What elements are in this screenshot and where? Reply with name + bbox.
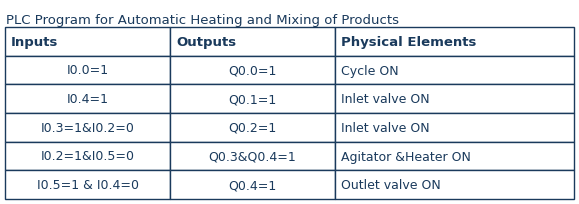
Bar [170, 171, 335, 199]
Text: Inputs: Inputs [11, 36, 58, 49]
Bar [5, 85, 170, 113]
Bar [5, 85, 170, 113]
Text: Agitator &Heater ON: Agitator &Heater ON [341, 150, 471, 163]
Bar [5, 56, 170, 85]
Bar [5, 113, 170, 142]
Bar [335, 142, 574, 171]
Text: Outlet valve ON: Outlet valve ON [341, 178, 441, 191]
Bar [170, 142, 335, 171]
Bar [170, 113, 335, 142]
Text: I0.3=1&I0.2=0: I0.3=1&I0.2=0 [41, 121, 134, 134]
Text: Q0.1=1: Q0.1=1 [228, 93, 277, 106]
Bar [170, 28, 335, 56]
Bar [335, 171, 574, 199]
Bar [170, 56, 335, 85]
Text: Physical Elements: Physical Elements [341, 36, 477, 49]
Bar [5, 28, 170, 56]
Bar [335, 85, 574, 113]
Bar [5, 142, 170, 171]
Bar [335, 28, 574, 56]
Bar [335, 85, 574, 113]
Text: I0.4=1: I0.4=1 [67, 93, 108, 106]
Bar [5, 142, 170, 171]
Text: Inlet valve ON: Inlet valve ON [341, 93, 430, 106]
Bar [5, 28, 170, 56]
Bar [170, 85, 335, 113]
Bar [5, 113, 170, 142]
Text: Outputs: Outputs [176, 36, 236, 49]
Text: Q0.3&Q0.4=1: Q0.3&Q0.4=1 [208, 150, 296, 163]
Text: Q0.2=1: Q0.2=1 [228, 121, 277, 134]
Bar [5, 171, 170, 199]
Bar [335, 28, 574, 56]
Bar [335, 113, 574, 142]
Text: Q0.4=1: Q0.4=1 [228, 178, 277, 191]
Bar [5, 56, 170, 85]
Bar [335, 56, 574, 85]
Text: Inlet valve ON: Inlet valve ON [341, 121, 430, 134]
Bar [170, 85, 335, 113]
Bar [170, 113, 335, 142]
Text: I0.0=1: I0.0=1 [67, 64, 109, 77]
Bar [170, 142, 335, 171]
Bar [335, 113, 574, 142]
Text: I0.5=1 & I0.4=0: I0.5=1 & I0.4=0 [36, 178, 138, 191]
Bar [170, 171, 335, 199]
Bar [5, 171, 170, 199]
Bar [335, 142, 574, 171]
Bar [335, 171, 574, 199]
Text: Cycle ON: Cycle ON [341, 64, 399, 77]
Bar [170, 28, 335, 56]
Text: I0.2=1&I0.5=0: I0.2=1&I0.5=0 [41, 150, 134, 163]
Text: Q0.0=1: Q0.0=1 [228, 64, 277, 77]
Text: PLC Program for Automatic Heating and Mixing of Products: PLC Program for Automatic Heating and Mi… [6, 14, 399, 27]
Bar [170, 56, 335, 85]
Bar [335, 56, 574, 85]
